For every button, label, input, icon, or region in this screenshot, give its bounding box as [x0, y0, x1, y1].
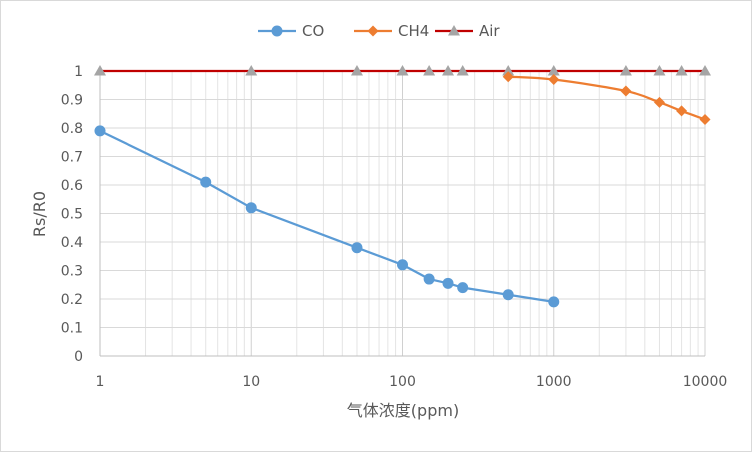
data-point-air	[675, 65, 688, 76]
data-point-air	[619, 65, 632, 76]
data-point-co	[423, 273, 435, 285]
data-point-ch4	[548, 74, 560, 86]
legend: CO CH4 Air	[258, 22, 500, 40]
legend-marker-air	[448, 25, 460, 36]
y-tick-label: 0	[74, 349, 83, 365]
x-tick-label: 1	[96, 374, 105, 390]
legend-label-co: CO	[302, 22, 324, 40]
data-point-ch4	[676, 105, 688, 117]
y-axis-title: Rs/R0	[30, 191, 49, 237]
data-point-air	[653, 65, 666, 76]
x-tick-label: 1000	[536, 374, 572, 390]
series-co	[94, 125, 560, 308]
series-line-ch4	[508, 75, 706, 121]
legend-item-co: CO	[258, 22, 324, 40]
data-point-co	[457, 282, 469, 294]
x-tick-label: 10000	[683, 374, 728, 390]
data-point-co	[397, 259, 408, 271]
data-point-co	[94, 125, 106, 137]
data-point-co	[502, 289, 514, 301]
data-point-ch4	[620, 85, 632, 97]
data-point-co	[548, 296, 560, 308]
data-point-air	[423, 65, 436, 76]
y-tick-label: 0.5	[61, 207, 83, 223]
data-point-air	[699, 65, 711, 76]
legend-marker-ch4	[367, 25, 379, 37]
data-point-air	[547, 65, 560, 76]
data-point-co	[200, 176, 212, 188]
legend-marker-co	[271, 25, 283, 37]
legend-item-ch4: CH4	[354, 22, 429, 40]
series-layer	[94, 65, 711, 308]
y-tick-label: 0.2	[61, 292, 83, 308]
legend-item-air: Air	[435, 22, 500, 40]
data-point-co	[442, 277, 454, 289]
legend-label-air: Air	[479, 22, 500, 40]
data-point-air	[245, 65, 258, 76]
x-tick-label: 100	[389, 374, 416, 390]
series-line-co	[99, 129, 554, 303]
x-tick-label: 10	[242, 374, 260, 390]
legend-label-ch4: CH4	[398, 22, 429, 40]
y-tick-label: 0.4	[61, 235, 83, 251]
data-point-co	[245, 202, 257, 214]
x-axis-title: 气体浓度(ppm)	[347, 401, 459, 420]
axes: 0 0.1 0.2 0.3 0.4 0.5 0.6 0.7 0.8 0.9 1 1 10 100 1000 1…	[61, 64, 728, 390]
data-point-ch4	[502, 71, 514, 83]
y-tick-label: 1	[74, 64, 83, 80]
y-tick-label: 0.3	[61, 264, 83, 280]
data-point-ch4	[653, 96, 665, 108]
data-point-air	[94, 65, 106, 76]
data-point-co	[351, 242, 363, 254]
series-ch4	[502, 71, 711, 125]
data-point-ch4	[699, 113, 711, 125]
grid	[99, 70, 706, 357]
data-point-air	[350, 65, 363, 76]
data-point-air	[396, 65, 409, 76]
y-tick-label: 0.7	[61, 150, 83, 166]
y-tick-label: 0.8	[61, 121, 83, 137]
y-tick-label: 0.9	[61, 93, 83, 109]
y-tick-label: 0.1	[61, 321, 83, 337]
data-point-air	[456, 65, 469, 76]
data-point-air	[502, 65, 515, 76]
y-tick-label: 0.6	[61, 178, 83, 194]
data-point-air	[442, 65, 455, 76]
series-air	[94, 65, 711, 76]
